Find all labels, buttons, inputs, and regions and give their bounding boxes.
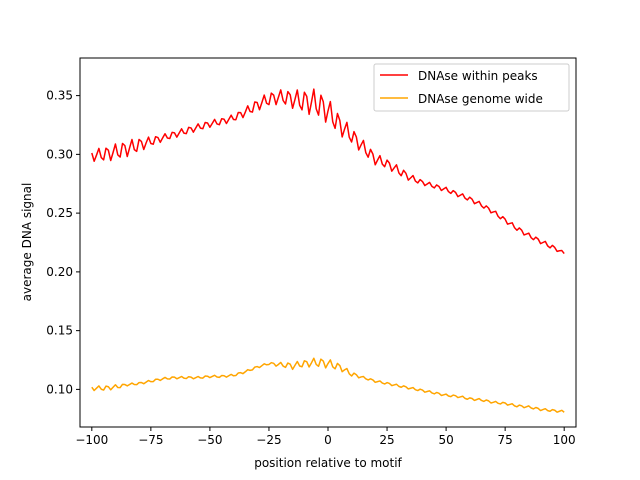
y-tick-label: 0.25 [46, 206, 73, 220]
x-tick-label: −25 [256, 433, 281, 447]
y-tick-label: 0.15 [46, 324, 73, 338]
y-tick-label: 0.30 [46, 147, 73, 161]
legend-label-genome-wide: DNAse genome wide [418, 92, 543, 106]
y-tick-label: 0.10 [46, 382, 73, 396]
legend-label-within-peaks: DNAse within peaks [418, 69, 538, 83]
x-tick-label: 25 [379, 433, 394, 447]
legend-frame [373, 63, 570, 112]
legend: DNAse within peaks DNAse genome wide [373, 63, 570, 112]
y-tick-label: 0.20 [46, 265, 73, 279]
x-axis-label: position relative to motif [254, 456, 402, 470]
x-tick-label: −50 [197, 433, 222, 447]
series-layer [91, 88, 565, 413]
series-line-dnase-genome-wide [91, 357, 565, 413]
y-axis-label: average DNA signal [20, 183, 34, 302]
x-tick-label: 75 [498, 433, 513, 447]
y-tick-label: 0.35 [46, 89, 73, 103]
x-tick-label: −75 [138, 433, 163, 447]
x-tick-label: 50 [438, 433, 453, 447]
y-axis-ticks: 0.10 0.15 0.20 0.25 0.30 0.35 [46, 89, 80, 396]
series-line-dnase-within-peaks [91, 88, 565, 255]
x-tick-label: 0 [324, 433, 332, 447]
x-tick-label: 100 [553, 433, 576, 447]
x-axis-ticks: −100 −75 −50 −25 0 25 50 75 100 [75, 427, 576, 447]
x-tick-label: −100 [75, 433, 108, 447]
